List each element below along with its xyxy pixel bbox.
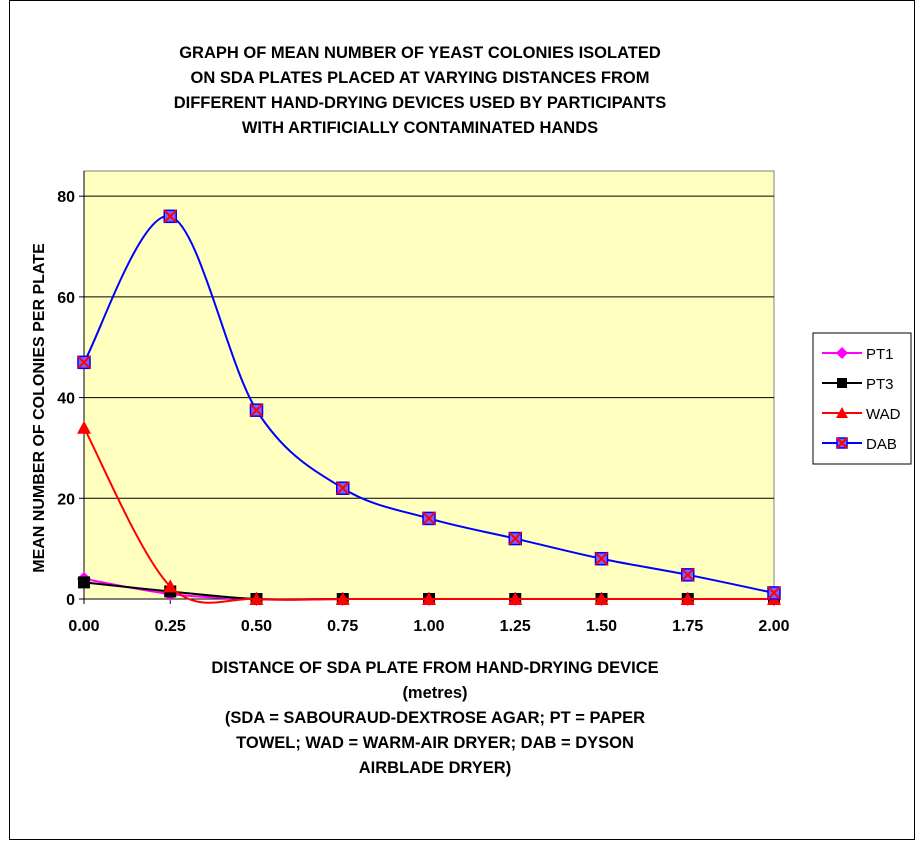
data-point [767,586,781,600]
x-tick-label: 0.75 [327,618,358,635]
y-tick-label: 80 [57,189,75,206]
series-dab [77,209,781,600]
data-point-cross [422,511,436,526]
series-group [77,209,781,606]
data-point-cross [836,437,848,449]
x-axis-label-line: AIRBLADE DRYER) [358,759,512,777]
chart-title-line: DIFFERENT HAND-DRYING DEVICES USED BY PA… [173,94,667,112]
data-point [422,592,436,605]
tick-labels: 0 20 40 60 80 0.00 0.25 0.50 0.75 1.00 1.25 1.50 1.7… [57,189,789,635]
data-point-cross [508,531,522,546]
data-point [836,347,848,359]
data-point [77,355,91,370]
data-point [163,579,178,593]
x-axis-label: DISTANCE OF SDA PLATE FROM HAND-DRYING D… [110,656,760,781]
chart-title-line: ON SDA PLATES PLACED AT VARYING DISTANCE… [190,69,650,87]
legend-item-wad: WAD [822,406,901,423]
x-tick-label: 1.25 [500,618,531,635]
data-point [249,403,264,417]
chart-title: GRAPH OF MEAN NUMBER OF YEAST COLONIES I… [120,41,720,141]
data-point [594,592,609,605]
data-point [422,511,436,526]
data-point [594,551,609,566]
data-point [836,437,848,449]
chart-title-line: GRAPH OF MEAN NUMBER OF YEAST COLONIES I… [179,44,661,62]
data-point-cross [767,586,781,600]
data-point [836,407,848,418]
legend-item-pt1: PT1 [822,346,894,363]
x-tick-label: 0.50 [241,618,272,635]
legend-item-dab: DAB [822,436,897,453]
x-tick-label: 1.75 [672,618,703,635]
legend: PT1 PT3 WAD DAB [812,332,912,465]
legend-item-pt3: PT3 [822,376,894,393]
y-axis-label: MEAN NUMBER OF COLONIES PER PLATE [31,243,48,573]
y-tick-label: 60 [57,290,75,307]
legend-label: PT3 [866,376,894,393]
data-point [508,531,522,546]
y-tick-label: 0 [66,592,75,609]
legend-label: PT1 [866,346,894,363]
x-tick-label: 0.25 [155,618,186,635]
data-point-cross [594,552,609,566]
data-point [163,209,177,224]
plot-area [83,170,775,600]
gridlines [79,195,774,600]
data-point [77,420,91,434]
data-point [508,592,523,605]
x-tick-label: 1.00 [413,618,444,635]
data-point [837,378,847,388]
data-point [681,568,695,582]
y-tick-label: 20 [57,491,75,508]
data-point [78,576,90,589]
data-point-cross [77,355,91,370]
chart-title-line: WITH ARTIFICIALLY CONTAMINATED HANDS [241,119,599,137]
x-tick-label: 1.50 [586,618,617,635]
data-point-cross [163,209,177,224]
y-tick-label: 40 [57,391,75,408]
x-axis-label-line: (metres) [402,684,468,702]
x-axis-label-line: (SDA = SABOURAUD-DEXTROSE AGAR; PT = PAP… [224,709,646,727]
x-axis-label-line: TOWEL; WAD = WARM-AIR DRYER; DAB = DYSON [236,734,634,752]
legend-label: DAB [866,436,897,453]
x-tick-label: 0.00 [68,618,99,635]
series-wad [77,420,781,605]
data-point-cross [249,403,264,417]
legend-label: WAD [866,406,901,423]
data-point [335,592,350,605]
x-axis-label-line: DISTANCE OF SDA PLATE FROM HAND-DRYING D… [211,659,659,677]
data-point [336,481,350,495]
data-point-cross [336,481,350,495]
data-point [680,592,695,605]
data-point [249,592,264,605]
data-point-cross [681,568,695,582]
x-tick-label: 2.00 [758,618,789,635]
